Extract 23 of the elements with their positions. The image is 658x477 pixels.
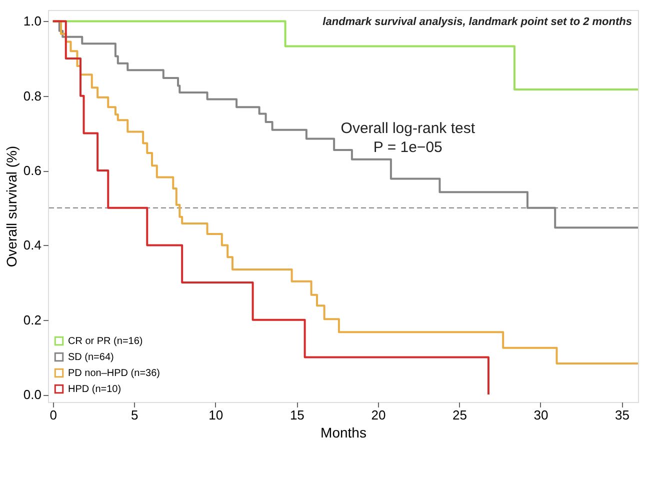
x-tick-label: 30 [534, 408, 548, 422]
x-tick-label: 10 [208, 408, 224, 422]
legend-label: PD non–HPD (n=36) [68, 368, 160, 379]
annotation: P = 1e−05 [373, 139, 442, 156]
legend-label: HPD (n=10) [68, 384, 122, 395]
legend-label: CR or PR (n=16) [68, 336, 143, 347]
x-tick-label: 15 [290, 408, 304, 422]
y-tick-label: 1.0 [23, 14, 42, 29]
x-tick-label: 20 [371, 408, 386, 422]
x-tick-label: 25 [452, 408, 467, 422]
y-axis-title: Overall survival (%) [3, 146, 20, 268]
legend-label: SD (n=64) [68, 352, 114, 363]
x-axis-title: Months [320, 424, 366, 440]
x-tick-label: 5 [131, 408, 138, 422]
x-tick-label: 35 [615, 408, 630, 422]
y-tick-label: 0.6 [23, 163, 42, 178]
x-tick-label: 0 [50, 408, 57, 422]
y-tick-label: 0.8 [23, 88, 42, 104]
annotation: Overall log-rank test [340, 120, 476, 137]
y-tick-label: 0.2 [23, 312, 42, 328]
y-tick-label: 0.4 [23, 238, 42, 253]
annotation: landmark survival analysis, landmark point set to 2 months [322, 16, 632, 28]
y-tick-label: 0.0 [23, 387, 42, 402]
